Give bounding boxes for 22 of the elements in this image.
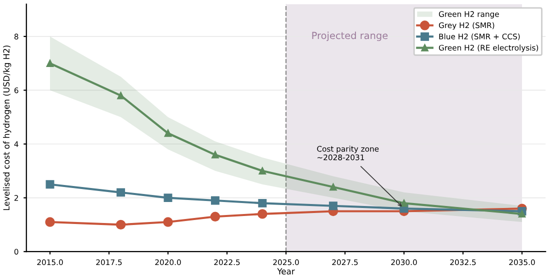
point [46,180,54,189]
point [117,92,124,100]
point [116,188,126,197]
point [164,194,172,202]
y-axis-title: Levelised cost of hydrogen (USD/kg H2) [3,46,12,210]
point [400,200,408,207]
point [116,220,126,230]
point [45,217,55,227]
point [258,167,266,175]
point [163,217,173,227]
point [212,151,219,158]
point [164,130,172,137]
band-label: Projected range [312,32,388,42]
point [258,209,268,219]
point [330,183,337,191]
point [518,210,526,218]
point [328,202,338,210]
point [210,196,220,205]
x-axis-title: Year [277,268,295,274]
point [210,212,220,222]
point [46,60,54,67]
point [258,198,267,208]
